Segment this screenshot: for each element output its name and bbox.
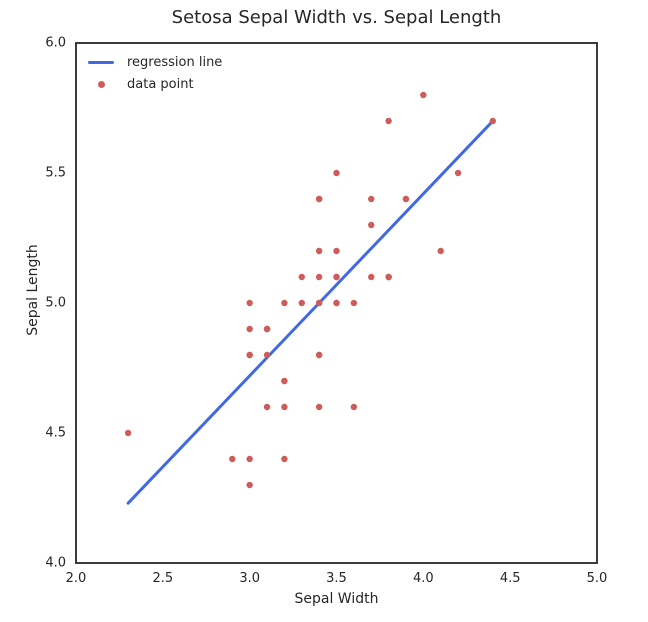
data-point	[263, 325, 271, 333]
data-point	[246, 481, 253, 489]
data-point	[281, 299, 288, 307]
data-point	[489, 117, 496, 125]
data-point	[246, 299, 253, 307]
data-point	[124, 429, 132, 437]
data-point	[315, 273, 323, 281]
legend-entry-data-point: data point	[88, 73, 222, 95]
data-point	[385, 273, 392, 281]
data-point	[437, 247, 444, 255]
data-point	[333, 247, 340, 255]
x-tick-label: 4.5	[499, 571, 521, 586]
data-point-swatch-icon	[97, 80, 105, 88]
x-tick-label: 4.0	[412, 571, 434, 586]
data-point	[315, 195, 323, 203]
x-axis-label: Sepal Width	[294, 591, 379, 607]
y-tick-label: 6.0	[45, 35, 66, 51]
data-point	[281, 455, 288, 463]
data-point	[263, 403, 271, 411]
data-point	[281, 403, 288, 411]
x-tick-label: 3.0	[239, 571, 260, 586]
data-point	[333, 273, 340, 281]
regression-line-swatch-icon	[88, 60, 114, 64]
y-axis-label: Sepal Length	[25, 244, 41, 336]
y-tick-label: 4.0	[45, 555, 66, 571]
data-point	[350, 403, 358, 411]
data-point	[420, 91, 427, 99]
dot-swatch-wrap	[88, 80, 114, 88]
data-point	[281, 377, 288, 385]
data-point	[368, 195, 375, 203]
x-tick-label: 3.5	[326, 571, 347, 586]
regression-line	[126, 119, 495, 505]
x-tick-label: 2.0	[65, 571, 87, 586]
data-point	[315, 351, 323, 359]
y-tick-label: 4.5	[45, 425, 66, 441]
x-tick-label: 2.5	[152, 571, 174, 586]
data-point	[246, 325, 253, 333]
x-tick-label: 5.0	[586, 571, 608, 586]
data-point	[298, 273, 305, 281]
data-point	[402, 195, 410, 203]
chart-title: Setosa Sepal Width vs. Sepal Length	[171, 7, 502, 28]
data-point	[368, 221, 375, 229]
data-point	[350, 299, 358, 307]
data-point	[368, 273, 375, 281]
data-point	[333, 299, 340, 307]
data-point	[298, 299, 305, 307]
data-point	[454, 169, 462, 177]
y-tick-label: 5.5	[45, 165, 66, 181]
data-point	[315, 299, 323, 307]
legend-label-regression-line: regression line	[127, 54, 223, 70]
legend: regression line data point	[88, 51, 222, 95]
data-point	[315, 403, 323, 411]
legend-entry-regression-line: regression line	[88, 51, 222, 73]
data-point	[246, 351, 253, 359]
y-tick-label: 5.0	[45, 295, 66, 311]
data-point	[229, 455, 236, 463]
data-point	[263, 351, 271, 359]
plot-frame	[75, 42, 598, 564]
data-point	[333, 169, 340, 177]
data-point	[246, 455, 253, 463]
data-point	[385, 117, 392, 125]
legend-label-data-point: data point	[127, 76, 194, 92]
data-point	[315, 247, 323, 255]
